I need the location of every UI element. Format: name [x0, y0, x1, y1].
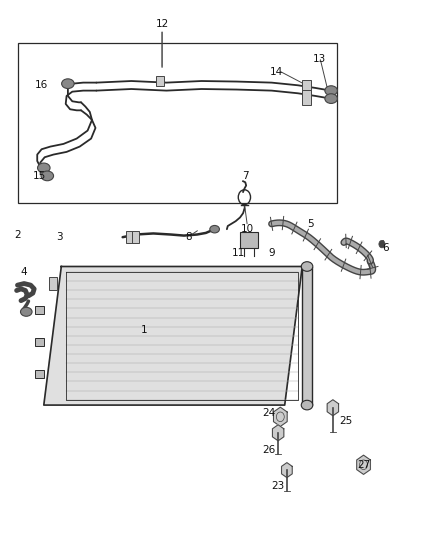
- Text: 10: 10: [241, 224, 254, 234]
- Text: 5: 5: [307, 219, 314, 229]
- Text: 15: 15: [33, 171, 46, 181]
- Bar: [35, 338, 44, 346]
- Polygon shape: [272, 425, 284, 441]
- Ellipse shape: [38, 163, 50, 173]
- Text: 3: 3: [56, 232, 63, 242]
- Text: 6: 6: [382, 243, 389, 253]
- Polygon shape: [327, 400, 339, 416]
- Text: 2: 2: [14, 230, 21, 239]
- Text: 23: 23: [272, 481, 285, 491]
- Text: 12: 12: [155, 19, 169, 29]
- Text: 13: 13: [313, 54, 326, 63]
- Text: 7: 7: [242, 171, 249, 181]
- Bar: [126, 231, 133, 243]
- Text: 14: 14: [269, 67, 283, 77]
- Ellipse shape: [325, 86, 337, 95]
- Text: 25: 25: [339, 416, 353, 426]
- Bar: [156, 76, 164, 86]
- Bar: [302, 266, 312, 405]
- Text: 27: 27: [357, 460, 370, 470]
- Ellipse shape: [301, 262, 313, 271]
- Text: 8: 8: [185, 232, 192, 242]
- Circle shape: [379, 240, 385, 248]
- Ellipse shape: [210, 225, 219, 233]
- Text: 1: 1: [141, 326, 148, 335]
- Text: 11: 11: [232, 248, 245, 258]
- Bar: [240, 232, 258, 248]
- Bar: [302, 90, 311, 105]
- Bar: [18, 43, 337, 203]
- Polygon shape: [282, 463, 292, 478]
- Text: 4: 4: [21, 267, 28, 277]
- Text: 24: 24: [263, 408, 276, 418]
- Text: 16: 16: [35, 80, 48, 90]
- Polygon shape: [273, 407, 287, 426]
- Ellipse shape: [301, 400, 313, 410]
- Bar: [35, 370, 44, 378]
- Ellipse shape: [325, 94, 337, 103]
- Polygon shape: [357, 455, 371, 474]
- Bar: [302, 80, 311, 95]
- Bar: [132, 231, 139, 243]
- Ellipse shape: [41, 171, 53, 181]
- Bar: [35, 306, 44, 314]
- Text: 9: 9: [268, 248, 275, 258]
- Ellipse shape: [21, 308, 32, 316]
- Bar: [49, 277, 57, 290]
- Ellipse shape: [62, 79, 74, 88]
- Text: 26: 26: [263, 446, 276, 455]
- Polygon shape: [44, 266, 302, 405]
